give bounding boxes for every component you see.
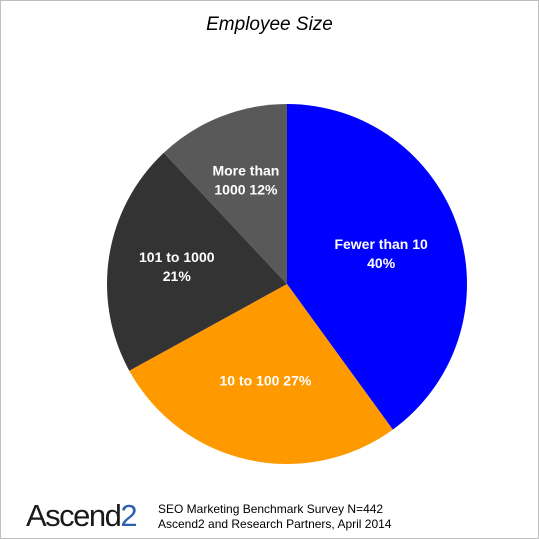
pie-slice — [129, 284, 393, 464]
slice-label: 101 to 1000 21% — [139, 249, 215, 284]
pie-slice — [107, 152, 288, 371]
slice-label: More than 1000 12% — [212, 163, 279, 198]
source-line-2: Ascend2 and Research Partners, April 201… — [158, 517, 392, 531]
source-note: SEO Marketing Benchmark Survey N=442 Asc… — [158, 502, 391, 532]
slice-label: Fewer than 10 40% — [334, 236, 428, 271]
pie-slice — [287, 104, 467, 430]
source-line-1: SEO Marketing Benchmark Survey N=442 — [158, 502, 384, 516]
logo-text: Ascend — [26, 498, 122, 533]
slice-label: 10 to 100 27% — [219, 373, 311, 389]
pie-slice — [163, 104, 287, 284]
ascend2-logo: Ascend2 — [26, 498, 138, 534]
chart-title: Employee Size — [206, 14, 333, 35]
logo-accent: 2 — [120, 498, 137, 533]
